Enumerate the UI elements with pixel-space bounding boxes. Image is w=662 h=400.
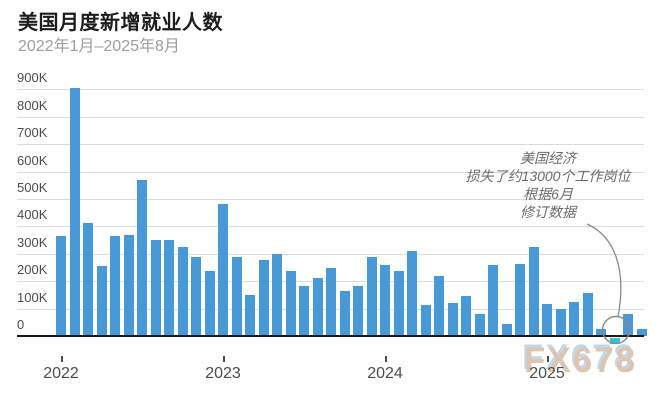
annotation-note: 美国经济 损失了约13000个工作岗位 根据6月 修订数据 [428,149,662,221]
bar-2023-11 [353,286,363,336]
bar-2024-11 [515,264,525,336]
bar-2023-09 [326,268,336,336]
bar-2025-05 [596,329,606,336]
watermark-logo: FX678 [524,341,638,380]
bar-2024-07 [461,295,471,336]
bar-2024-04 [420,305,431,336]
bar-2022-09 [164,240,174,336]
y-axis-label: 600K [17,152,48,168]
bar-2023-01 [218,204,228,336]
x-axis-year-label: 2024 [367,365,403,382]
y-gridline [17,116,644,118]
x-axis-year-label: 2022 [43,365,79,382]
bar-2022-12 [204,270,215,336]
annotation-line: 修订数据 [520,204,576,220]
y-gridline [17,226,644,228]
bar-2024-10 [501,323,512,336]
y-axis-label: 400K [17,207,48,223]
bar-2022-02 [69,88,80,336]
y-gridline [17,199,644,200]
y-gridline [17,253,644,255]
y-axis-label: 500K [17,180,48,195]
bar-2025-03 [569,302,579,336]
x-axis-line [17,335,644,337]
bar-2024-05 [434,275,444,336]
bar-2023-08 [312,278,323,336]
bar-2023-10 [339,291,350,336]
chart-subtitle: 2022年1月–2025年8月 [18,38,180,55]
bar-2024-09 [488,265,498,336]
annotation-line: 损失了约13000个工作岗位 [465,168,631,184]
x-axis-year-label: 2023 [205,365,241,382]
bar-2022-11 [191,256,201,336]
bar-2025-08 [636,329,647,336]
annotation-line: 根据6月 [523,186,573,202]
bar-2024-02 [393,270,404,336]
bar-2024-06 [447,302,458,336]
bar-2023-07 [299,285,309,336]
bar-2025-07 [623,314,633,336]
y-gridline [17,171,644,173]
bar-2024-08 [474,313,485,336]
x-axis-tick [385,356,387,362]
y-axis-label: 200K [17,262,48,278]
bar-2022-08 [150,239,161,336]
y-gridline [17,89,644,91]
bar-2024-12 [528,247,539,336]
bar-2023-04 [258,260,269,336]
x-axis-tick [61,356,63,362]
bar-2024-01 [380,265,390,336]
y-axis-label: 700K [17,125,48,141]
bar-2022-05 [110,236,120,336]
chart-title: 美国月度新增就业人数 [18,12,223,34]
bar-2023-03 [245,295,255,336]
bar-2022-06 [123,234,134,336]
bar-2022-03 [83,222,93,336]
bar-2025-04 [582,292,593,336]
bar-2023-06 [285,271,296,336]
bar-2022-10 [177,247,188,336]
bar-2025-02 [555,308,566,336]
bar-2022-04 [96,266,107,336]
y-axis-label: 300K [17,234,48,250]
y-axis-label: 900K [17,70,48,86]
y-axis-label: 100K [17,289,48,305]
bar-2023-05 [272,253,282,336]
x-axis-tick [547,356,549,362]
x-axis-tick [223,356,225,362]
bar-2024-03 [407,251,417,336]
y-axis-label: 800K [17,97,48,113]
bar-2022-07 [137,180,147,336]
bar-2025-01 [542,304,552,336]
bar-2022-01 [56,236,66,336]
bar-2023-02 [231,257,242,336]
y-axis-label: 0 [17,317,25,332]
y-gridline [17,144,644,146]
x-axis-year-label: 2025 [529,365,565,382]
bar-2023-12 [366,257,377,336]
bar-2025-06-negative [609,338,620,344]
annotation-line: 美国经济 [520,150,576,166]
